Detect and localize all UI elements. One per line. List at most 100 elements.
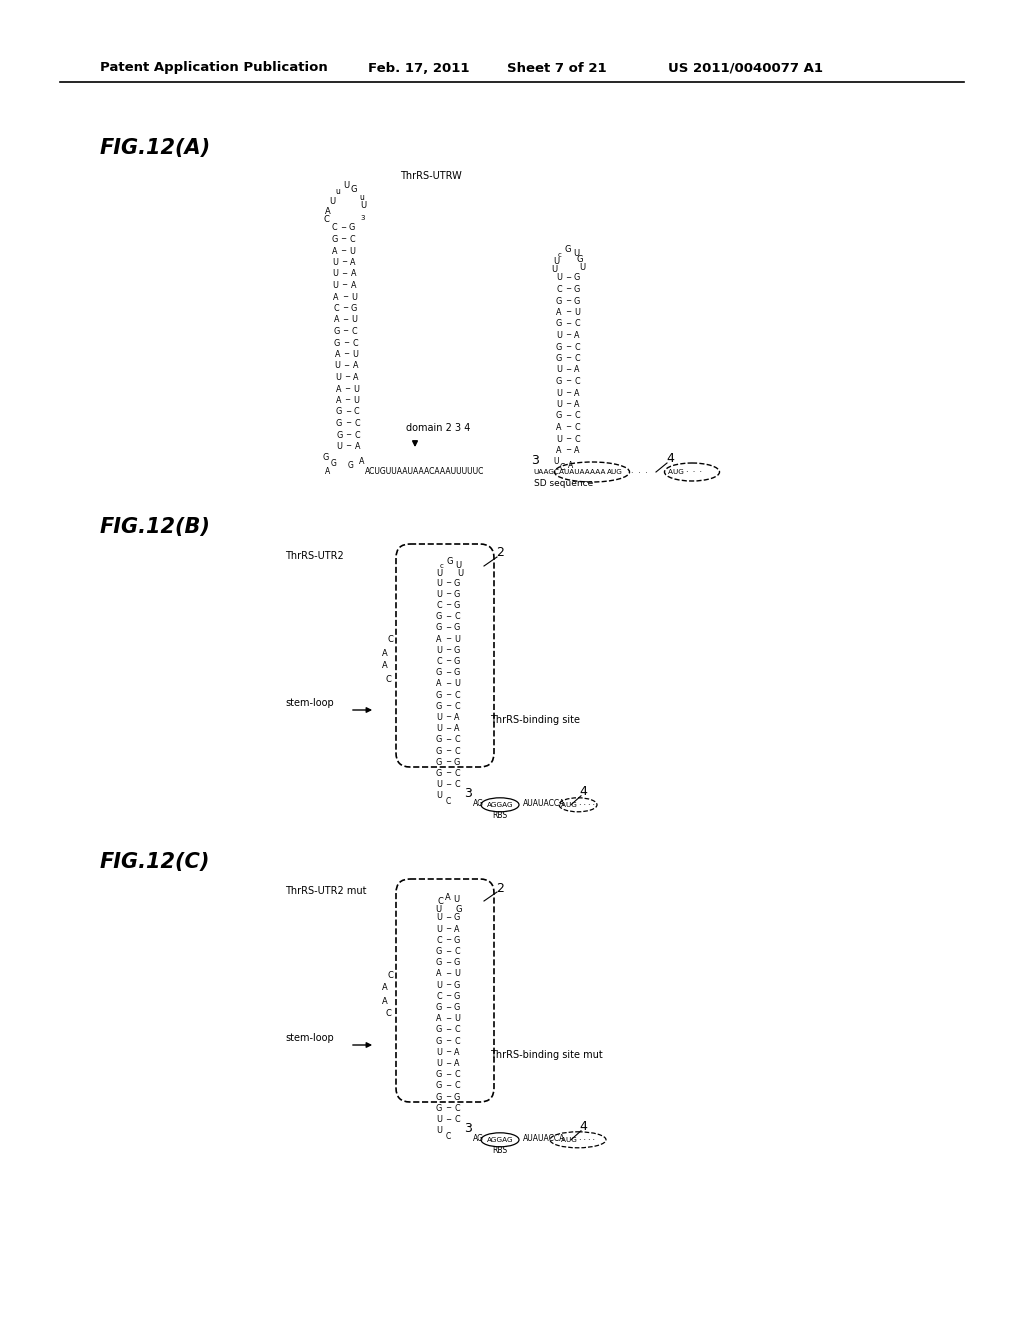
Text: U: U bbox=[332, 269, 338, 279]
Text: G: G bbox=[436, 690, 442, 700]
Text: U: U bbox=[353, 384, 359, 393]
Text: ThrRS-UTRW: ThrRS-UTRW bbox=[400, 172, 462, 181]
Text: U: U bbox=[436, 1059, 442, 1068]
Text: A: A bbox=[455, 1048, 460, 1057]
Text: ─: ─ bbox=[566, 401, 570, 408]
Text: G: G bbox=[436, 702, 442, 710]
Text: ─: ─ bbox=[445, 748, 451, 754]
Text: ─: ─ bbox=[445, 1082, 451, 1089]
Text: A: A bbox=[353, 362, 358, 371]
Text: C: C bbox=[354, 430, 360, 440]
Text: G: G bbox=[454, 623, 460, 632]
Text: ─: ─ bbox=[445, 602, 451, 609]
Text: stem-loop: stem-loop bbox=[285, 1034, 334, 1043]
Text: G: G bbox=[556, 412, 562, 421]
Text: ─: ─ bbox=[445, 994, 451, 999]
Text: ─: ─ bbox=[346, 432, 350, 438]
Text: G: G bbox=[436, 1081, 442, 1090]
Text: A: A bbox=[350, 269, 356, 279]
Text: ─: ─ bbox=[445, 781, 451, 788]
Text: G: G bbox=[436, 623, 442, 632]
Text: ─: ─ bbox=[445, 1027, 451, 1034]
Text: U: U bbox=[553, 257, 559, 267]
Text: G: G bbox=[334, 338, 340, 347]
Text: G: G bbox=[565, 244, 571, 253]
Text: C: C bbox=[455, 1071, 460, 1080]
Text: ─: ─ bbox=[445, 669, 451, 676]
Text: G: G bbox=[454, 578, 460, 587]
Text: A: A bbox=[455, 1059, 460, 1068]
Text: A: A bbox=[556, 446, 562, 455]
Text: U: U bbox=[335, 374, 341, 381]
Text: G: G bbox=[436, 668, 442, 677]
Text: A: A bbox=[382, 983, 388, 993]
Text: U: U bbox=[436, 725, 442, 733]
Text: G: G bbox=[454, 958, 460, 968]
Text: U: U bbox=[349, 247, 355, 256]
Text: U: U bbox=[556, 388, 562, 397]
Text: U: U bbox=[436, 578, 442, 587]
Text: ─: ─ bbox=[566, 298, 570, 304]
Text: AGGAG: AGGAG bbox=[486, 1137, 513, 1143]
Text: G: G bbox=[436, 958, 442, 968]
Text: C: C bbox=[556, 285, 562, 294]
Text: C: C bbox=[455, 1036, 460, 1045]
Text: U: U bbox=[436, 780, 442, 789]
Text: G: G bbox=[334, 327, 340, 337]
Text: U: U bbox=[454, 1014, 460, 1023]
Text: ─: ─ bbox=[445, 647, 451, 653]
Text: G: G bbox=[454, 936, 460, 945]
Text: ─: ─ bbox=[445, 915, 451, 921]
Text: ─: ─ bbox=[445, 1060, 451, 1067]
Text: G: G bbox=[348, 462, 354, 470]
Text: 3: 3 bbox=[464, 1122, 472, 1135]
Text: U: U bbox=[436, 791, 442, 800]
Text: c: c bbox=[558, 252, 562, 257]
Text: 3: 3 bbox=[531, 454, 539, 466]
Text: A: A bbox=[355, 442, 360, 451]
Text: U: U bbox=[360, 202, 366, 210]
Text: G: G bbox=[336, 418, 342, 428]
Text: U: U bbox=[335, 362, 341, 371]
Text: ─: ─ bbox=[445, 726, 451, 731]
Text: SD sequence: SD sequence bbox=[535, 479, 594, 488]
Text: G: G bbox=[349, 223, 355, 232]
Text: AG: AG bbox=[473, 1134, 484, 1143]
Text: 2: 2 bbox=[496, 882, 504, 895]
Text: C: C bbox=[437, 896, 443, 906]
Text: ─: ─ bbox=[343, 294, 347, 300]
Text: AUG ·  ·  ·: AUG · · · bbox=[668, 469, 701, 475]
Text: G: G bbox=[556, 342, 562, 351]
Text: U: U bbox=[556, 366, 562, 375]
Text: G: G bbox=[454, 1003, 460, 1012]
Text: G: G bbox=[456, 904, 462, 913]
Text: U: U bbox=[329, 197, 335, 206]
Text: ─: ─ bbox=[341, 224, 345, 231]
Text: G: G bbox=[556, 354, 562, 363]
Text: C: C bbox=[455, 1104, 460, 1113]
Text: G: G bbox=[336, 430, 342, 440]
Text: A: A bbox=[353, 374, 358, 381]
Text: ─: ─ bbox=[566, 413, 570, 418]
Text: U: U bbox=[454, 680, 460, 688]
Text: A: A bbox=[382, 648, 388, 657]
Text: C: C bbox=[574, 319, 580, 329]
Text: G: G bbox=[454, 668, 460, 677]
Text: A: A bbox=[333, 293, 339, 301]
Text: G: G bbox=[436, 768, 442, 777]
Text: ─: ─ bbox=[445, 1105, 451, 1111]
Text: ─: ─ bbox=[344, 341, 348, 346]
Text: ─: ─ bbox=[445, 624, 451, 631]
Text: C: C bbox=[354, 418, 359, 428]
Text: ─: ─ bbox=[445, 927, 451, 932]
Text: G: G bbox=[454, 601, 460, 610]
Text: G: G bbox=[454, 991, 460, 1001]
Text: ─: ─ bbox=[344, 363, 349, 370]
Text: ─: ─ bbox=[343, 317, 347, 323]
Text: ─: ─ bbox=[445, 659, 451, 664]
Text: US 2011/0040077 A1: US 2011/0040077 A1 bbox=[668, 62, 823, 74]
Text: RBS: RBS bbox=[493, 1146, 508, 1155]
Text: ─: ─ bbox=[445, 949, 451, 954]
Text: G: G bbox=[556, 297, 562, 305]
Text: ─: ─ bbox=[445, 1016, 451, 1022]
